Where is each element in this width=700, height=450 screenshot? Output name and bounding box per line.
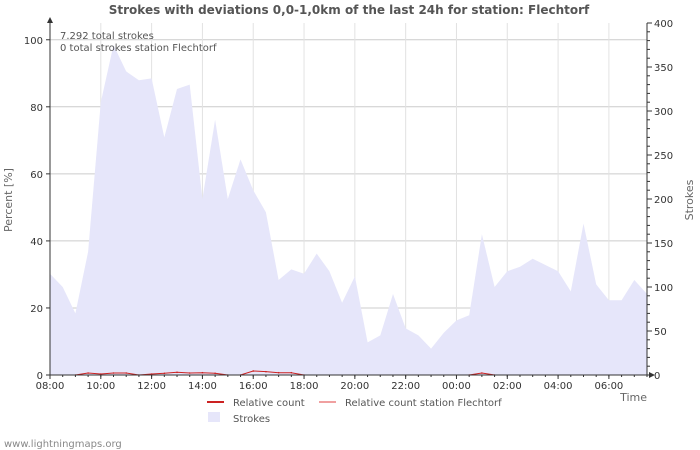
x-axis-arrow: [649, 372, 655, 378]
relative-count-point: [176, 371, 178, 374]
relative-count-point: [150, 373, 153, 375]
y-right-tick-label: 250: [654, 151, 673, 162]
x-axis-label: Time: [619, 391, 647, 404]
x-tick-label: 08:00: [36, 381, 65, 392]
x-tick-label: 20:00: [340, 381, 369, 392]
x-tick-label: 22:00: [391, 381, 420, 392]
y-left-tick-label: 60: [30, 170, 43, 181]
y-right-tick-label: 150: [654, 239, 673, 250]
relative-count-point: [290, 371, 293, 374]
y-right-tick-label: 0: [654, 371, 660, 382]
relative-count-point: [481, 372, 483, 374]
legend-strokes-swatch: [208, 412, 220, 422]
x-tick-label: 02:00: [493, 381, 522, 392]
relative-count-point: [163, 372, 166, 375]
y-left-tick-label: 20: [30, 304, 43, 315]
legend-station-label: Relative count station Flechtorf: [345, 398, 502, 409]
y-left-tick-label: 0: [37, 371, 43, 382]
x-tick-label: 04:00: [544, 381, 573, 392]
y-right-tick-label: 200: [654, 195, 673, 206]
legend-relative-count-label: Relative count: [233, 398, 305, 409]
relative-count-point: [125, 372, 128, 374]
y-right-tick-label: 400: [654, 19, 673, 30]
strokes-area: [50, 45, 647, 375]
legend: Relative count Relative count station Fl…: [207, 398, 502, 425]
y-right-tick-label: 50: [654, 327, 667, 338]
y-right-tick-label: 350: [654, 63, 673, 74]
y-left-tick-label: 40: [30, 237, 43, 248]
x-tick-label: 10:00: [86, 381, 115, 392]
y-right-tick-label: 100: [654, 283, 673, 294]
x-tick-label: 12:00: [137, 381, 166, 392]
axes: 0 20 40 60 80 100 0 50 100 150 200 250 300 350 400 08:0…: [24, 17, 673, 392]
y-left-tick-label: 80: [30, 103, 43, 114]
x-tick-label: 06:00: [594, 381, 623, 392]
x-tick-label: 16:00: [239, 381, 268, 392]
annotation-station-strokes: 0 total strokes station Flechtorf: [60, 43, 217, 54]
footer-credit: www.lightningmaps.org: [4, 439, 122, 450]
y-right-tick-label: 300: [654, 107, 673, 118]
relative-count-point: [201, 371, 204, 374]
legend-strokes-label: Strokes: [233, 414, 270, 425]
chart-title: Strokes with deviations 0,0-1,0km of the…: [109, 3, 590, 17]
relative-count-point: [265, 370, 267, 373]
relative-count-point: [188, 372, 191, 374]
relative-count-line: [75, 370, 495, 376]
relative-count-point: [277, 371, 280, 374]
relative-count-point: [87, 372, 89, 374]
relative-count-point: [112, 372, 115, 374]
x-tick-label: 14:00: [188, 381, 217, 392]
y-left-tick-label: 100: [24, 36, 43, 47]
strokes-area-layer: [50, 45, 647, 375]
relative-count-point: [252, 370, 255, 372]
x-tick-label: 18:00: [290, 381, 319, 392]
annotation-total-strokes: 7.292 total strokes: [60, 31, 154, 42]
y-axis-right-label: Strokes: [683, 179, 696, 220]
relative-count-point: [214, 372, 216, 375]
y-axis-left-label: Percent [%]: [2, 168, 15, 232]
x-tick-label: 00:00: [442, 381, 471, 392]
relative-count-point: [100, 373, 102, 375]
y-axis-arrow: [47, 17, 53, 23]
